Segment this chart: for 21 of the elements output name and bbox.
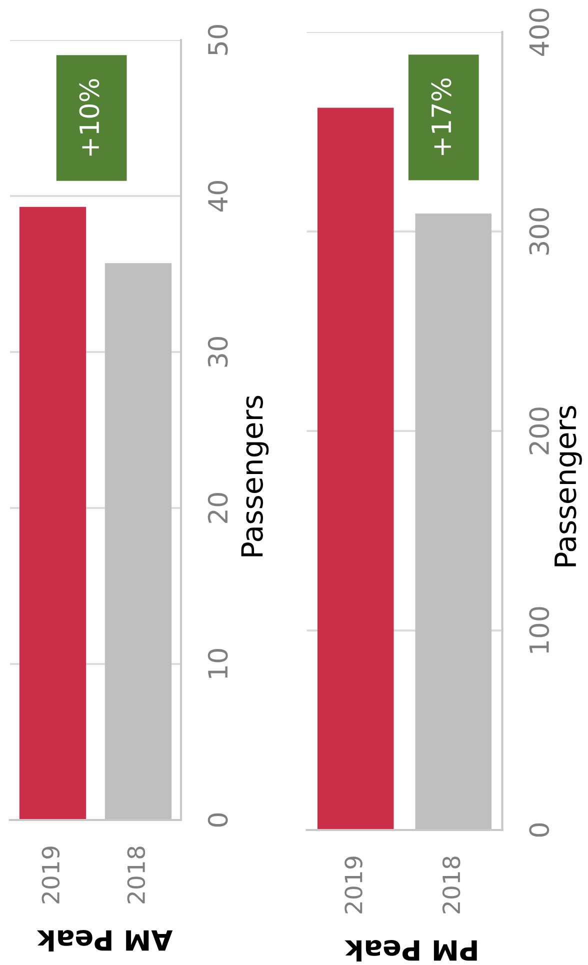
y-tick-label: 400 xyxy=(529,8,550,56)
y-tick-label: 30 xyxy=(208,336,228,367)
x-tick-label: 2019 xyxy=(42,846,60,904)
y-axis-title: Passengers xyxy=(241,396,269,556)
x-tick-label: 2018 xyxy=(127,846,146,904)
y-tick-label: 300 xyxy=(529,208,550,255)
text: AM Peak xyxy=(36,930,173,952)
y-tick-label: 0 xyxy=(208,813,228,827)
annotation: +10% xyxy=(79,79,100,156)
y-tick-label: 50 xyxy=(208,24,228,55)
x-tick-label: 2018 xyxy=(442,856,460,914)
y-tick-label: 10 xyxy=(208,648,228,678)
x-tick-label: 2019 xyxy=(344,856,362,914)
y-tick-label: 100 xyxy=(529,607,550,653)
annotation: +17% xyxy=(431,78,452,155)
y-tick-label: 0 xyxy=(529,823,550,837)
y-tick-label: 20 xyxy=(208,492,228,523)
y-tick-label: 40 xyxy=(208,180,228,212)
y-axis-title: Passengers xyxy=(554,406,582,566)
y-tick-label: 200 xyxy=(529,408,550,454)
text: PM Peak xyxy=(344,940,477,962)
